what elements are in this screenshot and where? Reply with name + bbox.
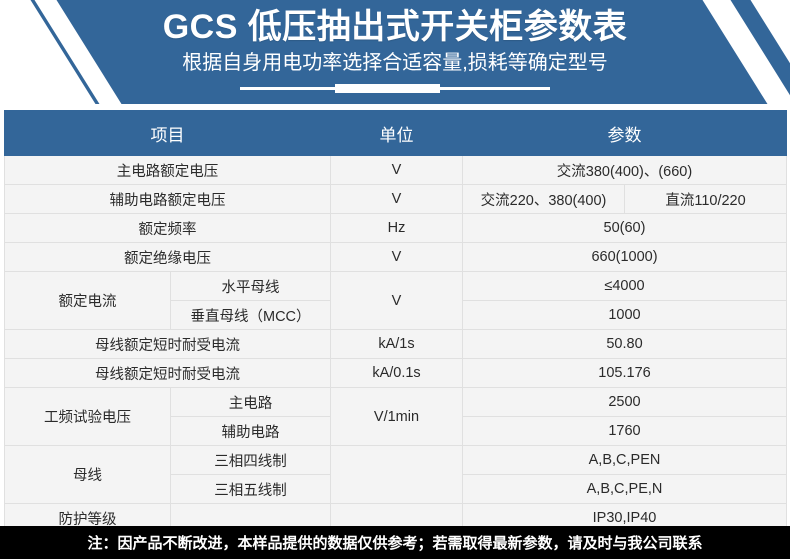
cell-param: ≤4000 [462,271,787,301]
table-row: 额定电流 水平母线 V ≤4000 [4,271,787,330]
cell-unit: V [330,155,463,185]
cell-unit: kA/1s [330,329,463,359]
decorative-rule [240,84,550,93]
decorative-rule-block [335,84,440,93]
cell-unit [330,445,463,504]
footer-note: 注：因产品不断改进，本样品提供的数据仅供参考；若需取得最新参数，请及时与我公司联… [0,526,790,559]
cell-subitem: 三相五线制 [170,474,331,504]
cell-subitem: 垂直母线（MCC） [170,300,331,330]
cell-item: 母线 [4,445,171,504]
table-row: 工频试验电压 主电路 V/1min 2500 [4,387,787,446]
cell-param: A,B,C,PEN [462,445,787,475]
cell-item: 辅助电路额定电压 [4,184,331,214]
cell-item: 母线额定短时耐受电流 [4,329,331,359]
cell-unit: V [330,184,463,214]
table-row: 母线额定短时耐受电流 kA/1s 50.80 [4,329,787,359]
table-body: 主电路额定电压 V 交流380(400)、(660) 辅助电路额定电压 V 交流… [4,155,787,533]
cell-item: 母线额定短时耐受电流 [4,358,331,388]
cell-param: A,B,C,PE,N [462,474,787,504]
spec-table-wrapper: 项目 单位 参数 主电路额定电压 V 交流380(400)、(660) 辅助电路… [4,110,787,533]
cell-param: 50.80 [462,329,787,359]
cell-unit: V [330,271,463,330]
table-header: 项目 单位 参数 [4,110,787,156]
table-row: 主电路额定电压 V 交流380(400)、(660) [4,155,787,185]
cell-item: 额定频率 [4,213,331,243]
cell-item: 工频试验电压 [4,387,171,446]
cell-unit: kA/0.1s [330,358,463,388]
cell-unit: V/1min [330,387,463,446]
table-row: 母线额定短时耐受电流 kA/0.1s 105.176 [4,358,787,388]
page-subtitle: 根据自身用电功率选择合适容量,损耗等确定型号 [182,52,608,74]
cell-param: 1760 [462,416,787,446]
cell-item: 额定绝缘电压 [4,242,331,272]
page-title: GCS 低压抽出式开关柜参数表 [162,8,628,46]
table-row: 垂直母线（MCC） 1000 [5,300,787,330]
column-header-item: 项目 [4,110,331,156]
cell-param: 交流380(400)、(660) [462,155,787,185]
table-row: 辅助电路 1760 [5,416,787,446]
cell-param-2: 直流110/220 [624,184,787,214]
cell-param: 105.176 [462,358,787,388]
header-banner: GCS 低压抽出式开关柜参数表 根据自身用电功率选择合适容量,损耗等确定型号 [0,0,790,104]
table-row: 三相五线制 A,B,C,PE,N [5,474,787,504]
cell-param: 1000 [462,300,787,330]
table-row: 额定频率 Hz 50(60) [4,213,787,243]
cell-param: 660(1000) [462,242,787,272]
cell-param: 交流220、380(400) [462,184,625,214]
cell-unit: Hz [330,213,463,243]
table-row: 辅助电路额定电压 V 交流220、380(400) 直流110/220 [4,184,787,214]
cell-subitem: 三相四线制 [170,445,331,475]
column-header-unit: 单位 [330,110,463,156]
table-header-row: 项目 单位 参数 [4,110,787,156]
cell-subitem: 水平母线 [170,271,331,301]
cell-subitem: 辅助电路 [170,416,331,446]
table-row: 额定绝缘电压 V 660(1000) [4,242,787,272]
cell-unit: V [330,242,463,272]
cell-item: 额定电流 [4,271,171,330]
column-header-param: 参数 [462,110,787,156]
table-row: 母线 三相四线制 A,B,C,PEN [4,445,787,504]
cell-subitem: 主电路 [170,387,331,417]
spec-table: 项目 单位 参数 主电路额定电压 V 交流380(400)、(660) 辅助电路… [4,110,787,533]
cell-param: 50(60) [462,213,787,243]
cell-param: 2500 [462,387,787,417]
cell-item: 主电路额定电压 [4,155,331,185]
